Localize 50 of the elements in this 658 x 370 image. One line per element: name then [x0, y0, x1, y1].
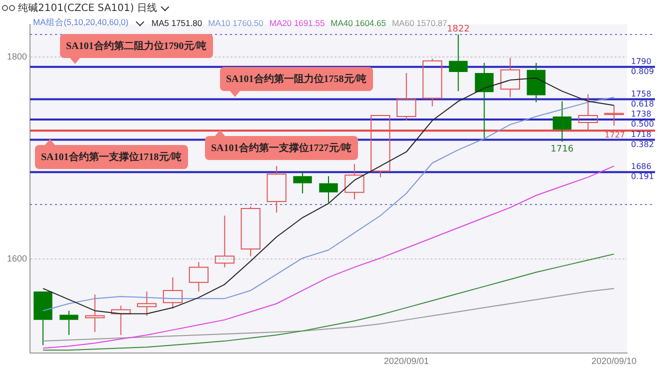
- ref-line-label: 1718: [631, 130, 652, 139]
- y-tick-label: 1800: [6, 51, 27, 62]
- ref-line-label: 1727: [604, 130, 625, 140]
- candlestick: [266, 166, 286, 214]
- chart-subtitle: MA组合(5,10,20,40,60,0): [33, 17, 128, 29]
- candlestick: [34, 291, 52, 346]
- candlestick: [319, 176, 338, 203]
- candlestick: [188, 262, 209, 292]
- annotation: 0.618: [631, 99, 654, 108]
- candlestick: [422, 58, 442, 107]
- candlestick: [500, 57, 520, 98]
- candlestick: [162, 276, 183, 310]
- annotation: SA101合约第二阻力位1790元/吨: [60, 34, 213, 58]
- annotation: 0.382: [631, 140, 654, 149]
- annotation: 1822: [446, 24, 470, 34]
- text: MA40 1604.65: [330, 18, 386, 28]
- candlestick: [60, 310, 78, 336]
- candlestick: [214, 215, 235, 268]
- candlestick: [578, 94, 598, 130]
- x-tick-label: 2020/09/10: [592, 356, 637, 366]
- candlestick: [552, 100, 572, 142]
- annotation: SA101合约第一阻力位1758元/吨: [220, 67, 373, 91]
- text: MA5 1751.80: [152, 18, 202, 28]
- annotation: 0.191: [631, 172, 654, 182]
- candlestick: [293, 170, 312, 194]
- annotation: 0.500: [631, 120, 654, 129]
- x-tick-label: 2020/09/01: [384, 356, 429, 366]
- ref-line-label: 1790: [631, 56, 652, 66]
- candlestick: [344, 164, 364, 200]
- candlestick: [526, 62, 546, 103]
- candlestick: [474, 62, 494, 140]
- candlestick: [240, 206, 260, 257]
- chart-title: 纯碱2101(CZCE SA101) 日线: [18, 2, 158, 15]
- text: MA20 1691.55: [269, 18, 325, 28]
- candlestick: [448, 34, 468, 92]
- text: MA60 1570.87: [392, 18, 448, 28]
- text: MA10 1760.50: [208, 18, 264, 28]
- annotation: 1716: [550, 144, 574, 155]
- ref-line-label: 1686: [631, 162, 652, 172]
- candlestick: [370, 114, 390, 178]
- candlestick: [85, 294, 105, 332]
- candlestick: [604, 104, 624, 126]
- candlestick: [136, 290, 157, 316]
- ref-line-label: 1738: [631, 110, 652, 119]
- annotation: SA101合约第一支撑位1727元/吨: [205, 136, 358, 160]
- ref-line-label: 1758: [631, 89, 652, 98]
- annotation: 0.809: [631, 66, 654, 76]
- y-tick-label: 1600: [6, 254, 27, 264]
- candlestick: [396, 72, 416, 122]
- annotation: SA101合约第一支撑位1718元/吨: [35, 145, 188, 169]
